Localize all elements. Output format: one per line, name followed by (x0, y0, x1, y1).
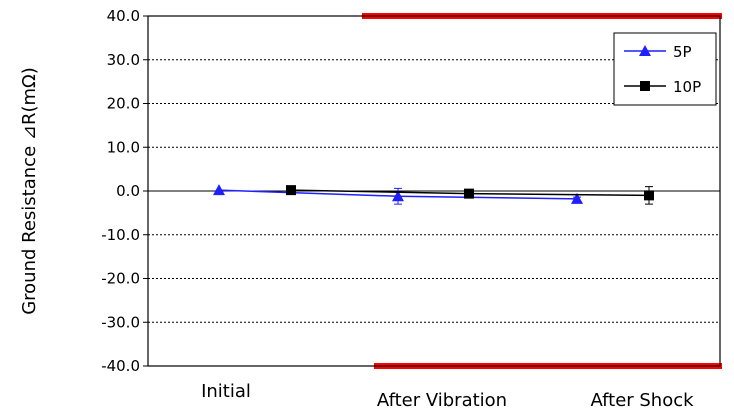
legend-item-5P: 5P (624, 43, 692, 61)
legend-box (613, 32, 717, 106)
y-tick-label: 20.0 (107, 95, 140, 113)
x-category-label: After Shock (590, 390, 694, 411)
y-tick-label: -20.0 (101, 270, 140, 288)
data-point (392, 190, 404, 202)
series-layer (213, 184, 654, 205)
legend: 5P 10P (613, 32, 717, 106)
series-5P (213, 184, 583, 205)
y-axis-title: Ground Resistance ⊿R(mΩ) (19, 67, 40, 315)
y-tick-label: -10.0 (101, 226, 140, 244)
x-category-labels: Initial After Vibration After Shock (201, 381, 694, 411)
data-point (286, 185, 296, 196)
legend-label: 10P (673, 78, 701, 96)
y-tick-label: 40.0 (107, 7, 140, 25)
data-point (644, 190, 654, 201)
y-tick-label: -30.0 (101, 313, 140, 331)
data-point (213, 184, 225, 196)
x-category-label: Initial (201, 381, 251, 402)
series-10P (286, 185, 654, 205)
y-tick-label: 10.0 (107, 138, 140, 156)
data-point (571, 192, 583, 204)
data-point (464, 188, 474, 199)
y-tick-label: 0.0 (116, 182, 140, 200)
legend-marker (639, 45, 651, 56)
x-category-label: After Vibration (377, 390, 507, 411)
legend-label: 5P (673, 43, 692, 61)
y-tick-labels: 40.0 30.0 20.0 10.0 0.0 -10.0 -20.0 -30.0 -40.0 (101, 7, 140, 375)
axes (143, 15, 721, 367)
legend-item-10P: 10P (624, 78, 701, 96)
y-tick-label: -40.0 (101, 357, 140, 375)
legend-marker (640, 81, 650, 91)
y-tick-label: 30.0 (107, 51, 140, 69)
